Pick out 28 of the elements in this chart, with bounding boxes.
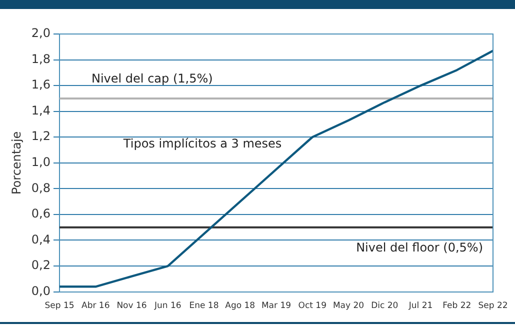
annotation: Tipos implícitos a 3 meses xyxy=(122,136,282,150)
x-tick-label: May 20 xyxy=(332,301,364,312)
y-tick-label: 0,4 xyxy=(31,232,50,246)
ref-line-label: Nivel del floor (0,5%) xyxy=(356,240,483,254)
x-tick-label: Ago 18 xyxy=(225,301,256,312)
ref-line-label: Nivel del cap (1,5%) xyxy=(91,71,213,86)
x-tick-label: Nov 16 xyxy=(116,301,147,312)
y-tick-label: 1,8 xyxy=(31,52,50,66)
x-tick-label: Ene 18 xyxy=(189,301,219,312)
x-tick-label: Oct 19 xyxy=(298,301,326,312)
x-tick-label: Abr 16 xyxy=(81,301,110,312)
x-tick-label: Feb 22 xyxy=(442,301,472,312)
y-tick-label: 0,0 xyxy=(31,284,50,298)
y-tick-label: 1,2 xyxy=(31,129,50,144)
x-tick-label: Sep 22 xyxy=(478,301,508,312)
y-axis-title: Porcentaje xyxy=(9,131,24,194)
y-tick-label: 1,0 xyxy=(31,155,50,170)
x-tick-label: Jun 16 xyxy=(153,301,182,312)
y-tick-label: 2,0 xyxy=(31,26,50,40)
y-tick-label: 0,2 xyxy=(31,258,50,272)
x-tick-label: Dic 20 xyxy=(371,301,398,312)
x-tick-label: Mar 19 xyxy=(261,301,292,312)
y-tick-label: 1,4 xyxy=(31,103,50,118)
x-tick-label: Jul 21 xyxy=(408,301,433,312)
y-tick-label: 0,8 xyxy=(31,180,50,195)
y-tick-label: 0,6 xyxy=(31,206,50,221)
x-tick-label: Sep 15 xyxy=(44,301,74,312)
y-tick-label: 1,6 xyxy=(31,78,50,92)
